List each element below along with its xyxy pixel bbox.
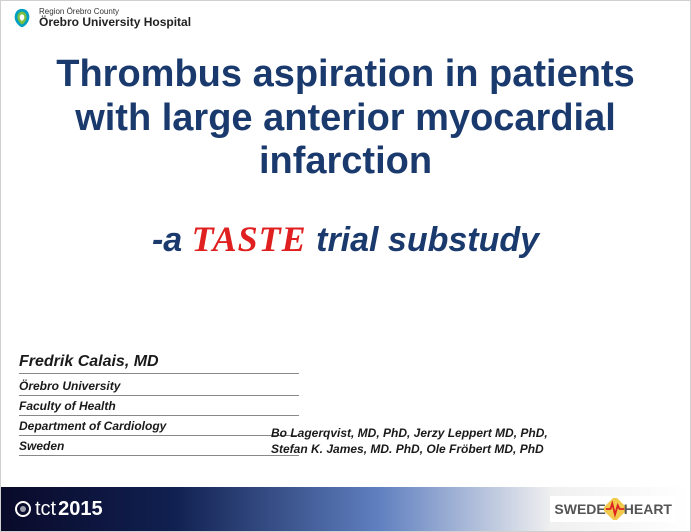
slide-title: Thrombus aspiration in patients with lar… [41,53,650,184]
affiliation-line: Örebro University [19,376,299,396]
author-block: Fredrik Calais, MD Örebro University Fac… [19,353,299,456]
subtitle-suffix: trial substudy [307,221,539,259]
slide-subtitle: -a TASTE trial substudy [41,218,650,260]
conference-year: 2015 [58,498,103,521]
conference-logo: tct2015 [15,498,103,521]
subtitle-accent: TASTE [192,219,307,259]
coauthors-line: Stefan K. James, MD. PhD, Ole Fröbert MD… [271,441,671,457]
affiliation-line: Sweden [19,436,299,456]
heart-icon [604,498,626,520]
swede-right: HEART [624,501,672,517]
conference-name: tct [35,498,56,521]
title-block: Thrombus aspiration in patients with lar… [1,53,690,260]
affiliation-line: Department of Cardiology [19,416,299,436]
author-name: Fredrik Calais, MD [19,353,299,374]
affiliation-line: Faculty of Health [19,396,299,416]
hospital-name: Örebro University Hospital [39,16,191,28]
coauthors: Bo Lagerqvist, MD, PhD, Jerzy Leppert MD… [271,425,671,457]
footer-bar: tct2015 SWEDE HEART [1,487,690,531]
hospital-logo-icon [11,7,33,29]
hospital-text: Region Örebro County Örebro University H… [39,8,191,28]
swede-left: SWEDE [554,501,605,517]
coauthors-line: Bo Lagerqvist, MD, PhD, Jerzy Leppert MD… [271,425,671,441]
tct-icon [15,501,31,517]
swedeheart-logo: SWEDE HEART [550,496,676,522]
slide: Region Örebro County Örebro University H… [0,0,691,532]
hospital-header: Region Örebro County Örebro University H… [11,7,191,29]
subtitle-prefix: -a [152,221,192,259]
